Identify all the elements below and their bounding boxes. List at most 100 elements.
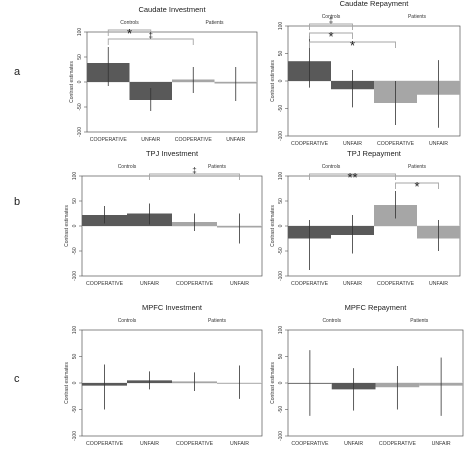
chart-panel-5: MPFC Investment Controls Patients -100 -50 0 5…: [64, 303, 263, 447]
y-tick-label: 50: [278, 198, 284, 204]
significance-marker: ‡: [329, 16, 333, 25]
chart-panel-3: TPJ Investment Controls Patients -100 -50 0 50…: [64, 149, 263, 287]
y-tick-label: 50: [72, 198, 78, 204]
y-tick-label: 100: [278, 172, 284, 181]
y-tick-label: -50: [278, 406, 284, 413]
group-label-controls: Controls: [118, 318, 137, 324]
y-tick-label: -50: [72, 406, 78, 413]
x-tick-label: UNFAIR: [230, 281, 249, 287]
y-axis-label: Contrast estimates: [270, 60, 276, 102]
group-label-controls: Controls: [322, 14, 341, 20]
y-tick-label: 50: [278, 51, 284, 57]
y-tick-label: 100: [72, 326, 78, 335]
chart-panel-6: MPFC Repayment Controls Patients -100 -50 0 50…: [270, 303, 464, 447]
x-tick-label: COOPERATIVE: [291, 141, 329, 147]
chart-title: MPFC Investment: [142, 303, 203, 312]
x-tick-label: UNFAIR: [230, 441, 249, 447]
significance-bracket: [309, 32, 353, 39]
x-tick-label: COOPERATIVE: [291, 441, 329, 447]
significance-marker: *: [350, 38, 355, 53]
y-tick-label: 100: [278, 22, 284, 31]
significance-bracket: [107, 38, 194, 45]
group-label-patients: Patients: [408, 164, 427, 170]
y-tick-label: -50: [72, 247, 78, 254]
x-tick-label: UNFAIR: [432, 441, 451, 447]
x-tick-label: UNFAIR: [343, 141, 362, 147]
y-tick-label: 50: [278, 354, 284, 360]
group-label-patients: Patients: [205, 20, 224, 26]
chart-panel-2: Caudate Repayment Controls Patients -100 -50…: [270, 0, 461, 147]
significance-bracket: [309, 23, 353, 30]
y-tick-label: 0: [278, 381, 284, 384]
significance-marker: **: [347, 170, 357, 185]
x-tick-label: COOPERATIVE: [377, 281, 415, 287]
y-axis-label: Contrast estimates: [64, 362, 70, 404]
x-tick-label: UNFAIR: [141, 137, 160, 143]
significance-marker: *: [328, 29, 333, 44]
group-label-controls: Controls: [120, 20, 139, 26]
y-tick-label: -100: [77, 127, 83, 137]
x-tick-label: UNFAIR: [429, 281, 448, 287]
chart-title: TPJ Repayment: [347, 149, 402, 158]
y-axis-label: Contrast estimates: [270, 205, 276, 247]
y-tick-label: 0: [77, 80, 83, 83]
y-tick-label: 0: [72, 381, 78, 384]
y-tick-label: -50: [278, 105, 284, 112]
x-tick-label: UNFAIR: [344, 441, 363, 447]
group-label-patients: Patients: [208, 164, 227, 170]
x-tick-label: UNFAIR: [140, 441, 159, 447]
x-tick-label: UNFAIR: [140, 281, 159, 287]
y-tick-label: -50: [278, 247, 284, 254]
x-tick-label: COOPERATIVE: [377, 141, 415, 147]
group-label-controls: Controls: [322, 164, 341, 170]
y-tick-label: 0: [278, 224, 284, 227]
y-tick-label: -100: [278, 271, 284, 281]
x-tick-label: COOPERATIVE: [176, 281, 214, 287]
significance-bracket: [107, 29, 152, 36]
x-tick-label: UNFAIR: [343, 281, 362, 287]
chart-title: Caudate Investment: [138, 5, 206, 14]
y-tick-label: 100: [278, 326, 284, 335]
y-tick-label: 0: [72, 224, 78, 227]
x-tick-label: COOPERATIVE: [175, 137, 213, 143]
significance-bracket: [395, 182, 439, 189]
group-label-controls: Controls: [322, 318, 341, 324]
chart-panel-1: Caudate Investment Controls Patients -100 -5…: [69, 5, 258, 143]
significance-marker: *: [414, 179, 419, 194]
x-tick-label: COOPERATIVE: [90, 137, 128, 143]
group-label-patients: Patients: [410, 318, 429, 324]
x-tick-label: COOPERATIVE: [86, 441, 124, 447]
y-tick-label: -100: [278, 131, 284, 141]
group-label-patients: Patients: [408, 14, 427, 20]
significance-bracket: [149, 173, 240, 180]
row-label-b: b: [14, 196, 20, 208]
y-axis-label: Contrast estimates: [270, 362, 276, 404]
group-label-controls: Controls: [118, 164, 137, 170]
y-tick-label: 100: [77, 28, 83, 37]
group-label-patients: Patients: [208, 318, 227, 324]
significance-bracket: [309, 41, 396, 48]
y-axis-label: Contrast estimates: [64, 205, 70, 247]
y-tick-label: -100: [278, 431, 284, 441]
chart-title: TPJ Investment: [146, 149, 199, 158]
x-tick-label: UNFAIR: [226, 137, 245, 143]
x-tick-label: COOPERATIVE: [291, 281, 329, 287]
y-tick-label: 50: [77, 54, 83, 60]
significance-marker: ‡: [192, 166, 196, 175]
y-tick-label: -100: [72, 271, 78, 281]
chart-title: Caudate Repayment: [340, 0, 410, 8]
y-tick-label: -100: [72, 431, 78, 441]
significance-marker: ‡: [149, 31, 153, 40]
chart-panel-4: TPJ Repayment Controls Patients -100 -50 0 50 1…: [270, 149, 461, 287]
row-label-a: a: [14, 66, 21, 78]
y-axis-label: Contrast estimates: [69, 61, 75, 103]
significance-marker: *: [127, 26, 132, 41]
x-tick-label: UNFAIR: [429, 141, 448, 147]
y-tick-label: 50: [72, 354, 78, 360]
row-label-c: c: [14, 373, 20, 385]
x-tick-label: COOPERATIVE: [379, 441, 417, 447]
x-tick-label: COOPERATIVE: [86, 281, 124, 287]
y-tick-label: 0: [278, 79, 284, 82]
y-tick-label: 100: [72, 172, 78, 181]
